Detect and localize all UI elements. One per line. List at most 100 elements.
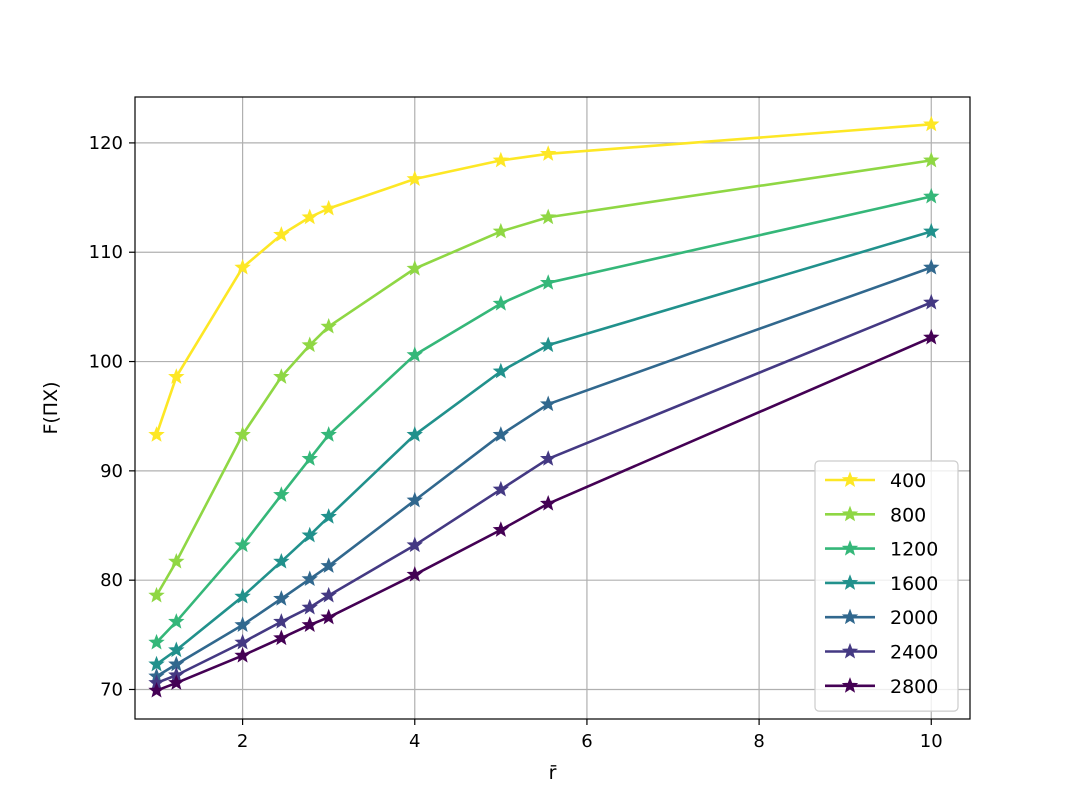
legend: 400 800 1200 1600 2000 2400 2800 xyxy=(814,460,959,712)
data-point-marker xyxy=(234,587,251,604)
data-point-marker xyxy=(406,491,423,508)
data-point-marker xyxy=(148,655,165,672)
data-point-marker xyxy=(273,590,290,606)
data-point-marker xyxy=(492,222,510,239)
data-point-marker xyxy=(301,598,318,615)
data-point-marker xyxy=(406,170,423,186)
data-point-marker xyxy=(301,208,318,225)
data-point-marker xyxy=(168,552,185,569)
data-point-marker xyxy=(320,426,337,442)
data-point-marker xyxy=(234,616,251,632)
y-tick-label: 110 xyxy=(89,242,123,263)
data-point-marker xyxy=(148,426,165,442)
series-group xyxy=(148,115,940,698)
data-point-marker xyxy=(301,570,318,587)
series-400 xyxy=(148,115,940,442)
data-point-marker xyxy=(923,293,940,310)
series-line xyxy=(155,195,932,644)
legend-item-2000: 2000 xyxy=(825,607,938,629)
data-point-marker xyxy=(320,557,337,573)
data-point-marker xyxy=(923,151,940,168)
data-point-marker xyxy=(492,151,510,168)
series-line xyxy=(155,230,932,666)
data-point-marker xyxy=(320,317,337,334)
data-point-marker xyxy=(234,536,251,553)
legend-item-1600: 1600 xyxy=(825,573,938,595)
data-point-marker xyxy=(168,641,185,658)
data-point-marker xyxy=(234,633,251,650)
series-1200 xyxy=(148,187,940,650)
legend-marker xyxy=(841,677,859,693)
series-2000 xyxy=(148,258,940,684)
legend-label: 800 xyxy=(890,504,926,526)
data-point-marker xyxy=(234,426,251,442)
data-point-marker xyxy=(406,346,423,362)
series-800 xyxy=(148,151,940,603)
x-tick-label: 8 xyxy=(753,731,764,752)
data-point-marker xyxy=(234,646,251,663)
data-point-marker xyxy=(320,608,337,625)
plot-area-frame xyxy=(134,96,971,720)
legend-item-400: 400 xyxy=(825,470,926,492)
legend-marker xyxy=(841,608,859,625)
data-point-marker xyxy=(301,616,318,632)
data-point-marker xyxy=(492,362,510,379)
data-point-marker xyxy=(539,145,557,161)
data-point-marker xyxy=(406,426,423,442)
data-point-marker xyxy=(539,274,557,290)
data-point-marker xyxy=(492,426,510,442)
legend-label: 2800 xyxy=(890,676,938,698)
legend-marker xyxy=(841,539,859,556)
data-point-marker xyxy=(539,208,557,225)
y-tick-label: 100 xyxy=(89,352,123,373)
data-point-marker xyxy=(301,336,318,353)
data-point-marker xyxy=(273,629,290,646)
legend-label: 2400 xyxy=(890,642,938,664)
series-2800 xyxy=(148,328,940,698)
data-point-marker xyxy=(148,586,165,603)
legend-label: 1600 xyxy=(890,573,938,595)
x-tick-label: 4 xyxy=(409,731,420,752)
series-line xyxy=(155,159,932,597)
series-1600 xyxy=(148,222,940,672)
data-point-marker xyxy=(923,187,940,204)
y-tick-label: 70 xyxy=(100,679,123,700)
data-point-marker xyxy=(148,633,165,650)
legend-label: 2000 xyxy=(890,607,938,629)
data-point-marker xyxy=(492,294,510,311)
data-point-marker xyxy=(168,368,185,384)
data-point-marker xyxy=(406,259,423,276)
data-point-marker xyxy=(320,508,337,524)
data-point-marker xyxy=(492,521,510,537)
data-point-marker xyxy=(539,395,557,412)
x-axis-label: r̄ xyxy=(549,762,558,784)
legend-marker xyxy=(841,471,859,487)
data-point-marker xyxy=(539,495,557,511)
series-line xyxy=(156,301,932,685)
legend-item-2800: 2800 xyxy=(825,676,938,698)
data-point-marker xyxy=(273,368,290,384)
data-point-marker xyxy=(273,552,290,569)
data-point-marker xyxy=(168,613,185,629)
data-point-marker xyxy=(923,115,940,132)
y-tick-label: 80 xyxy=(100,570,123,591)
data-point-marker xyxy=(923,328,940,345)
legend-label: 400 xyxy=(890,470,926,492)
x-tick-label: 10 xyxy=(920,731,943,752)
data-point-marker xyxy=(539,336,557,353)
data-point-marker xyxy=(301,526,318,543)
x-tick-label: 6 xyxy=(581,731,592,752)
data-point-marker xyxy=(492,480,510,497)
data-point-marker xyxy=(301,450,318,466)
data-point-marker xyxy=(539,450,557,466)
data-point-marker xyxy=(406,536,423,553)
data-point-marker xyxy=(273,613,290,629)
data-point-marker xyxy=(273,486,290,502)
legend-item-1200: 1200 xyxy=(825,539,938,561)
data-point-marker xyxy=(320,199,337,216)
y-tick-label: 90 xyxy=(100,461,123,482)
legend-marker xyxy=(841,642,859,659)
axis-ticks: 2 4 6 8 10 70 80 90 100 110 120 xyxy=(89,133,943,752)
data-point-marker xyxy=(148,681,165,698)
